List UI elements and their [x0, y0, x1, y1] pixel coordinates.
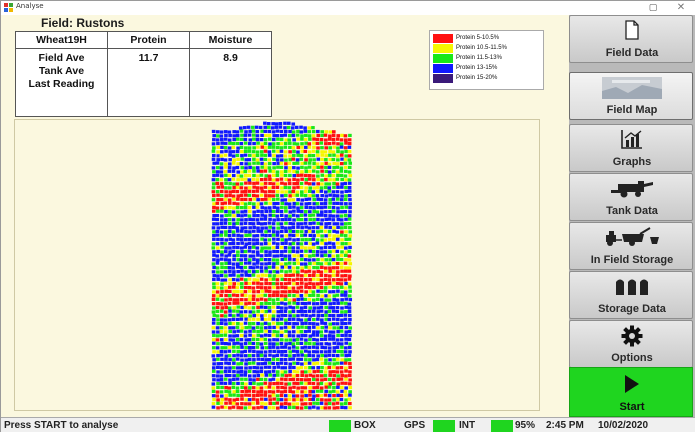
- signal-percent: 95%: [515, 420, 536, 431]
- title-bar: Analyse ▢ ✕: [1, 1, 695, 15]
- status-date: 10/02/2020: [598, 420, 649, 431]
- protein-values-cell: 11.7: [107, 48, 190, 117]
- field-ave-label: Field Ave: [38, 52, 85, 64]
- int-label: INT: [459, 420, 476, 431]
- field-ave-protein: 11.7: [138, 52, 159, 64]
- tank-data-button[interactable]: Tank Data: [569, 173, 693, 221]
- in-field-storage-button[interactable]: In Field Storage: [569, 222, 693, 270]
- field-ave-moisture: 8.9: [223, 52, 238, 64]
- document-icon: [570, 20, 694, 44]
- moisture-header: Moisture: [189, 31, 272, 49]
- row-labels-cell: Field Ave Tank Ave Last Reading: [15, 48, 108, 117]
- play-icon: [570, 374, 694, 398]
- box-label: BOX: [354, 420, 376, 431]
- legend-label: Protein 13-15%: [456, 65, 498, 71]
- status-time: 2:45 PM: [546, 420, 584, 431]
- gps-indicator: [433, 420, 455, 432]
- legend-item: Protein 10.5-11.5%: [433, 43, 540, 53]
- field-title: Field: Rustons: [41, 16, 125, 30]
- window-title: Analyse: [16, 2, 44, 10]
- status-bar: Press START to analyse BOX GPS INT 95% 2…: [1, 417, 695, 432]
- options-button[interactable]: Options: [569, 320, 693, 368]
- storage-data-button[interactable]: Storage Data: [569, 271, 693, 319]
- legend-item: Protein 13-15%: [433, 63, 540, 73]
- grain-cart-icon: [570, 227, 694, 251]
- legend-label: Protein 11.5-13%: [456, 55, 502, 61]
- graphs-label: Graphs: [612, 156, 652, 168]
- graphs-button[interactable]: Graphs: [569, 124, 693, 172]
- readings-table: Wheat19H Protein Moisture Field Ave Tank…: [15, 31, 272, 117]
- restore-button[interactable]: ▢: [648, 3, 658, 13]
- in-field-storage-label: In Field Storage: [590, 254, 674, 266]
- legend-item: Protein 5-10.5%: [433, 33, 540, 43]
- start-label: Start: [619, 401, 645, 413]
- crop-header: Wheat19H: [15, 31, 108, 49]
- status-message: Press START to analyse: [4, 420, 119, 431]
- field-map-button[interactable]: Field Map: [569, 72, 693, 120]
- map-thumbnail-icon: [570, 77, 694, 101]
- legend-item: Protein 11.5-13%: [433, 53, 540, 63]
- options-label: Options: [611, 352, 653, 364]
- legend-swatch: [433, 73, 453, 83]
- tank-data-label: Tank Data: [606, 205, 658, 217]
- legend-swatch: [433, 53, 453, 63]
- start-button[interactable]: Start: [569, 367, 693, 417]
- storage-data-label: Storage Data: [598, 303, 666, 315]
- moisture-values-cell: 8.9: [189, 48, 272, 117]
- readings-values-row: Field Ave Tank Ave Last Reading 11.7 8.9: [15, 48, 272, 117]
- legend-swatch: [433, 43, 453, 53]
- legend-swatch: [433, 33, 453, 43]
- readings-header-row: Wheat19H Protein Moisture: [15, 31, 272, 49]
- legend-label: Protein 5-10.5%: [456, 35, 500, 41]
- protein-dots: [211, 121, 353, 410]
- app-icon: [4, 3, 13, 12]
- gps-label: GPS: [404, 420, 426, 431]
- legend-label: Protein 10.5-11.5%: [456, 45, 507, 51]
- gear-icon: [570, 325, 694, 349]
- field-map[interactable]: [14, 119, 540, 411]
- silo-icon: [570, 276, 694, 300]
- field-data-label: Field Data: [605, 47, 659, 59]
- box-indicator: [329, 420, 351, 432]
- int-indicator: [491, 420, 513, 432]
- field-data-button[interactable]: Field Data: [569, 15, 693, 63]
- chart-icon: [570, 129, 694, 153]
- field-map-canvas[interactable]: [15, 120, 539, 410]
- legend-swatch: [433, 63, 453, 73]
- protein-legend: Protein 5-10.5% Protein 10.5-11.5% Protein…: [429, 30, 544, 90]
- tank-ave-label: Tank Ave: [38, 65, 85, 77]
- protein-header: Protein: [107, 31, 190, 49]
- close-button[interactable]: ✕: [676, 2, 686, 13]
- last-reading-label: Last Reading: [28, 78, 95, 90]
- legend-item: Protein 15-20%: [433, 73, 540, 83]
- legend-label: Protein 15-20%: [456, 75, 498, 81]
- field-map-label: Field Map: [606, 104, 658, 116]
- sidebar: Field Data Field Map Graphs Tank Data In…: [569, 15, 695, 417]
- harvester-icon: [570, 178, 694, 202]
